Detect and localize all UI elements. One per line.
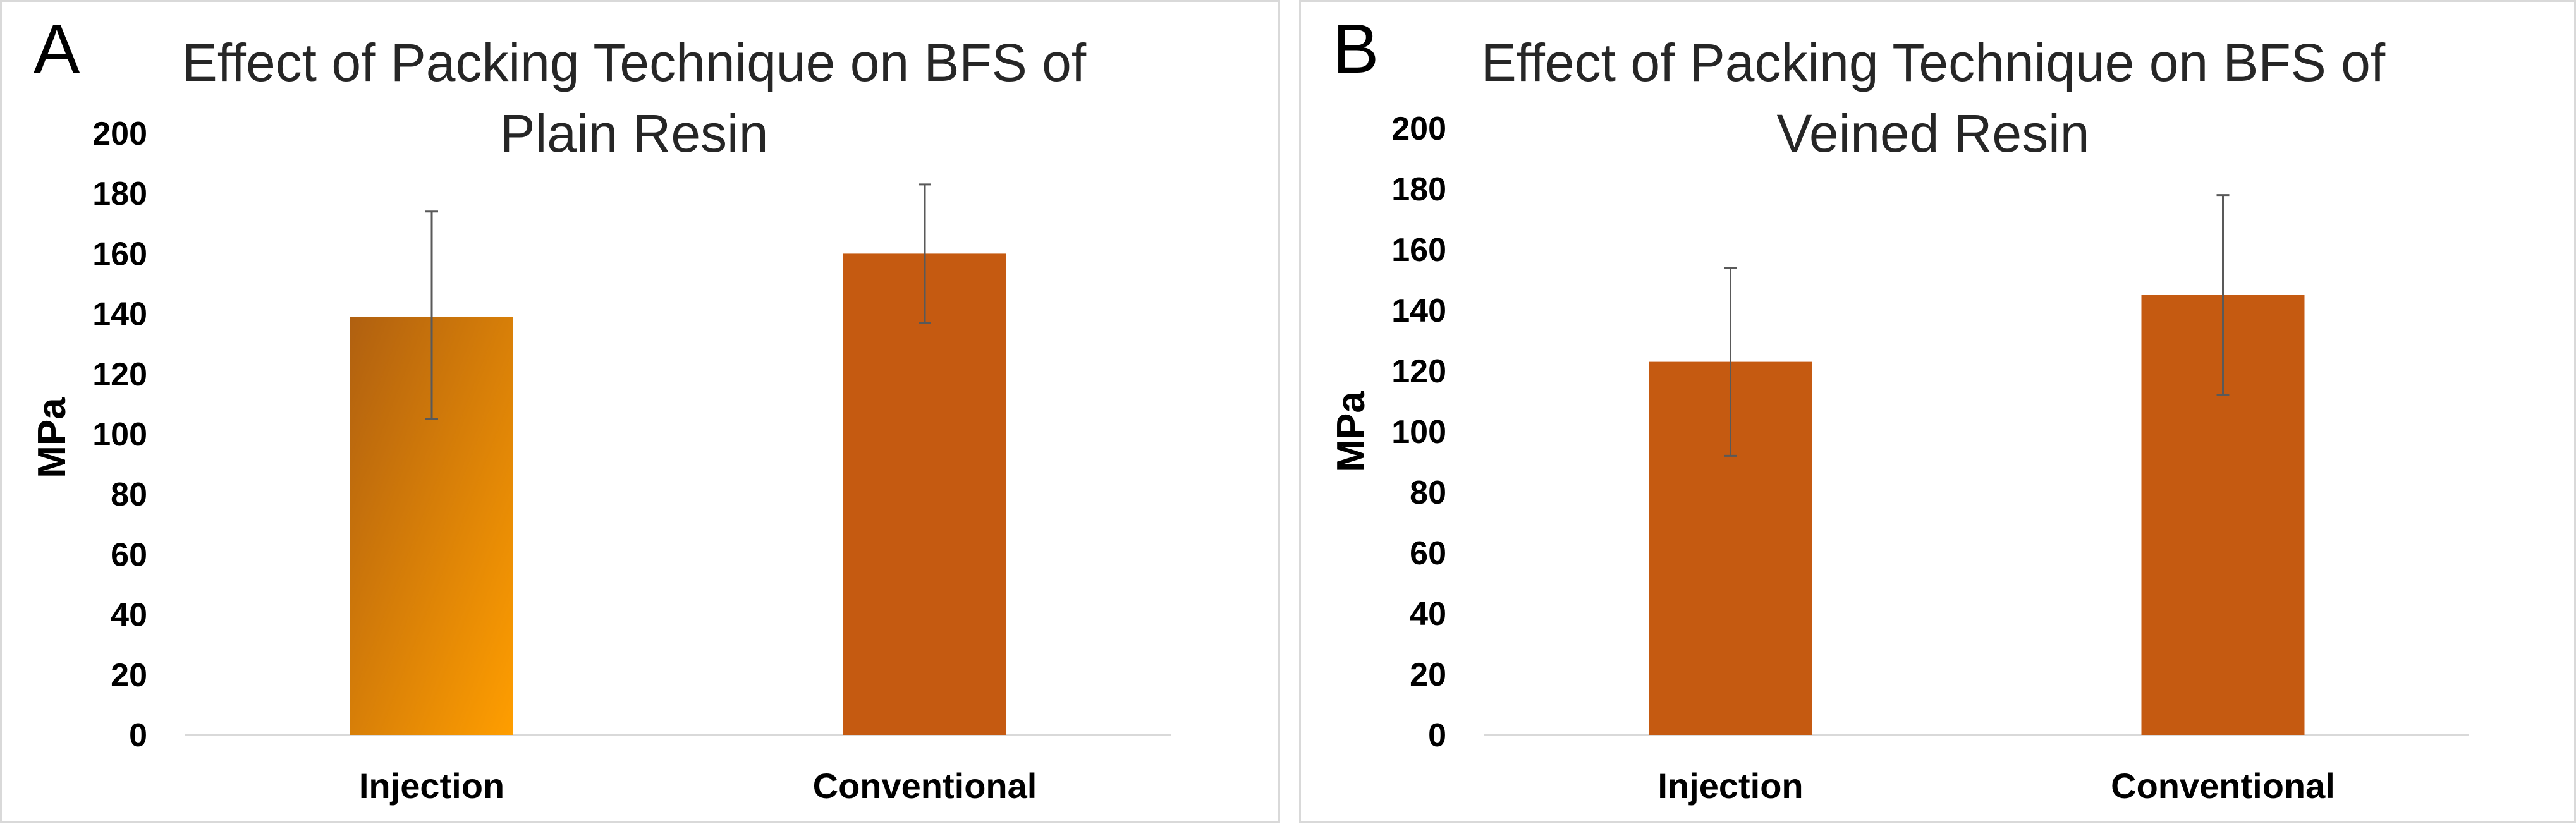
y-tick-label: 140 — [1391, 293, 1446, 329]
y-tick-label: 120 — [1391, 353, 1446, 390]
y-tick-label: 120 — [92, 356, 147, 393]
x-category-label: Injection — [1657, 766, 1803, 806]
y-tick-label: 60 — [111, 536, 147, 573]
chart-panel-a: A Effect of Packing Technique on BFS of … — [0, 0, 1280, 823]
chart-title-line-1: Effect of Packing Technique on BFS of — [181, 33, 1087, 92]
chart-title: Effect of Packing Technique on BFS of Pl… — [97, 27, 1171, 169]
y-tick-label: 60 — [1410, 535, 1446, 572]
y-tick-label: 100 — [1391, 414, 1446, 451]
y-tick-label: 40 — [1410, 596, 1446, 633]
y-tick-label: 40 — [111, 597, 147, 634]
x-category-label: Injection — [359, 766, 504, 806]
y-tick-label: 180 — [1391, 171, 1446, 208]
chart-title: Effect of Packing Technique on BFS of Ve… — [1396, 27, 2470, 169]
y-tick-label: 20 — [111, 657, 147, 694]
y-tick-label: 140 — [92, 296, 147, 333]
x-category-label: Conventional — [2111, 766, 2335, 806]
y-tick-label: 80 — [1410, 475, 1446, 511]
x-category-label: Conventional — [813, 766, 1037, 806]
y-tick-label: 0 — [129, 717, 147, 754]
chart-title-line-2: Plain Resin — [499, 104, 769, 163]
y-tick-label: 200 — [92, 116, 147, 152]
panel-label: B — [1333, 10, 1379, 88]
bar-chart-plot: 0 20 40 60 80 100 120 140 160 180 200 MPa Injection C… — [30, 116, 1171, 806]
bar-conventional — [843, 253, 1006, 735]
y-tick-label: 200 — [1391, 111, 1446, 147]
y-tick-label: 20 — [1410, 657, 1446, 693]
y-tick-label: 160 — [1391, 232, 1446, 269]
y-axis-label: MPa — [1329, 391, 1373, 472]
y-axis-label: MPa — [30, 397, 74, 478]
bar-chart-plot: 0 20 40 60 80 100 120 140 160 180 200 MPa Injection C… — [1329, 111, 2469, 806]
y-tick-label: 100 — [92, 416, 147, 453]
panel-label: A — [34, 10, 80, 88]
y-tick-label: 0 — [1428, 717, 1446, 754]
y-tick-label: 160 — [92, 236, 147, 272]
y-tick-label: 180 — [92, 176, 147, 212]
y-tick-label: 80 — [111, 476, 147, 513]
chart-title-line-1: Effect of Packing Technique on BFS of — [1480, 33, 2386, 92]
chart-title-line-2: Veined Resin — [1776, 104, 2090, 163]
chart-panel-b: B Effect of Packing Technique on BFS of … — [1299, 0, 2576, 823]
